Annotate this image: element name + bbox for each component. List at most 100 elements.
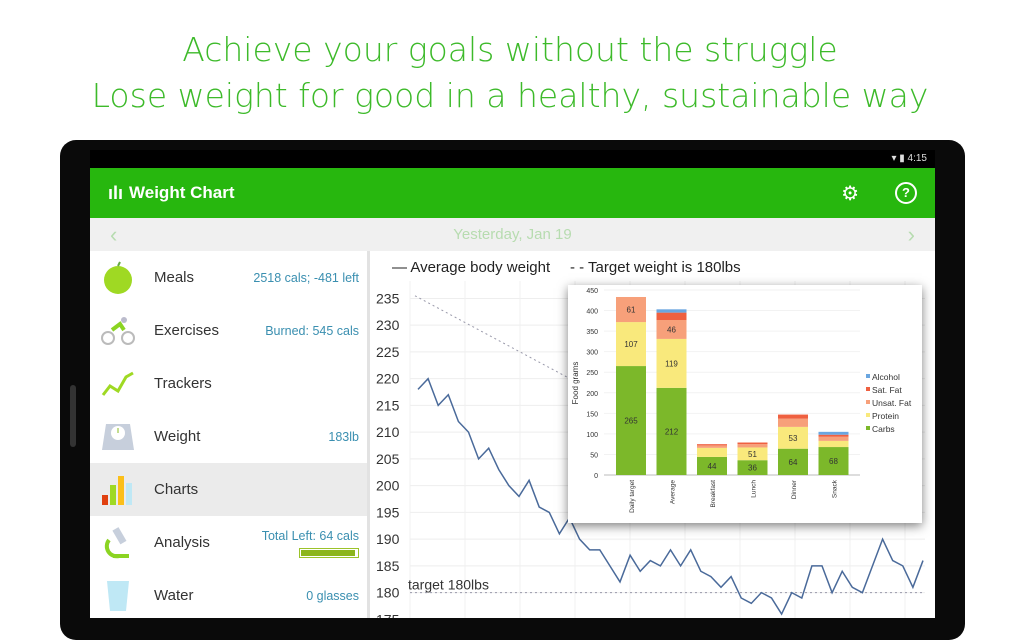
- sidebar-item-analysis[interactable]: Analysis Total Left: 64 cals: [90, 516, 367, 569]
- sidebar: Meals 2518 cals; -481 left Exercises Burned…: [90, 251, 370, 618]
- legend-label: Protein: [872, 411, 899, 421]
- calorie-progress-bar: [299, 548, 359, 558]
- sidebar-item-charts[interactable]: Charts: [90, 463, 367, 516]
- sidebar-item-value: Burned: 545 cals: [265, 323, 359, 338]
- bar-segment-sat-fat: [697, 444, 727, 446]
- y-tick-label: 250: [586, 370, 598, 377]
- nutrition-bar-chart: 0 50 100 150 200 250 300 350 400 450 Food grams 265…: [571, 288, 912, 513]
- app-screen: ▾ ▮ 4:15 ılı Weight Chart ⚙ ? ‹ Yesterda…: [90, 150, 935, 618]
- weight-series-line: [417, 377, 924, 616]
- data-label: 68: [829, 457, 838, 466]
- y-axis-label: Food grams: [571, 362, 580, 405]
- legend-average: — Average body weight: [392, 259, 551, 276]
- trend-icon: [100, 366, 136, 402]
- sidebar-item-meals[interactable]: Meals 2518 cals; -481 left: [90, 251, 367, 304]
- data-label: 44: [708, 462, 717, 471]
- microscope-icon: [100, 525, 136, 561]
- bar-segment-unsat-fat: [616, 296, 646, 323]
- legend-target: - - Target weight is 180lbs: [570, 259, 741, 276]
- y-tick-label: 180: [376, 585, 400, 601]
- y-tick-label: 215: [376, 397, 400, 413]
- y-tick-label: 400: [586, 309, 598, 316]
- sidebar-item-value: 183lb: [328, 429, 359, 444]
- bar-segment-carbs: [656, 387, 687, 475]
- y-tick-label: 200: [586, 391, 598, 398]
- bar-segment-alcohol: [656, 309, 687, 313]
- sidebar-item-weight[interactable]: Weight 183lb: [90, 410, 367, 463]
- legend-swatch: [866, 413, 870, 417]
- date-label: Yesterday, Jan 19: [453, 226, 572, 243]
- y-tick-label: 100: [586, 432, 598, 439]
- app-bar: ılı Weight Chart ⚙ ?: [90, 168, 935, 218]
- sidebar-item-water[interactable]: Water 0 glasses: [90, 569, 367, 618]
- data-label: 61: [627, 306, 636, 315]
- legend-label: Unsat. Fat: [872, 398, 912, 408]
- bar-segment-carbs: [697, 456, 727, 475]
- y-tick-label: 175: [376, 611, 400, 618]
- trend-line: [414, 295, 571, 380]
- x-tick-label: Breakfast: [710, 480, 717, 508]
- sidebar-item-label: Analysis: [154, 534, 210, 551]
- bar-segment-protein: [778, 426, 808, 449]
- bar-chart-icon: ılı: [108, 182, 124, 203]
- y-tick-label: 185: [376, 558, 400, 574]
- data-label: 119: [665, 359, 678, 368]
- sidebar-item-label: Exercises: [154, 322, 220, 339]
- legend-label: Carbs: [872, 424, 895, 434]
- data-label: 212: [665, 427, 679, 436]
- y-tick-label: 50: [590, 452, 598, 459]
- sidebar-item-trackers[interactable]: Trackers: [90, 357, 367, 410]
- data-label: 36: [748, 464, 757, 473]
- target-label: target 180lbs: [408, 577, 489, 593]
- y-tick-label: 350: [586, 329, 598, 336]
- y-tick-label: 210: [376, 424, 400, 440]
- status-time: 4:15: [907, 153, 927, 164]
- bar-segment-alcohol: [818, 431, 849, 435]
- sidebar-item-label: Weight: [154, 428, 201, 445]
- cyclist-icon: [100, 313, 136, 349]
- next-day-button[interactable]: ›: [907, 221, 915, 247]
- y-tick-label: 225: [376, 344, 400, 360]
- page-title: Weight Chart: [129, 183, 235, 202]
- bar-segment-protein: [616, 322, 646, 367]
- y-tick-label: 200: [376, 478, 400, 494]
- settings-icon[interactable]: ⚙: [841, 182, 859, 205]
- charts-icon: [100, 472, 136, 508]
- data-label: 107: [624, 340, 638, 349]
- data-label: 265: [624, 417, 638, 426]
- bar-segment-protein: [656, 338, 687, 388]
- bar-segment-unsat-fat: [697, 445, 727, 448]
- date-navigator: ‹ Yesterday, Jan 19 ›: [90, 218, 935, 251]
- y-tick-label: 235: [376, 290, 400, 306]
- bar-segment-carbs: [616, 366, 646, 475]
- y-tick-label: 450: [586, 288, 598, 295]
- sidebar-item-label: Water: [154, 587, 194, 604]
- sidebar-item-label: Trackers: [154, 375, 212, 392]
- y-tick-label: 190: [376, 531, 400, 547]
- legend-swatch: [866, 374, 870, 378]
- apple-icon: [100, 260, 136, 296]
- prev-day-button[interactable]: ‹: [110, 221, 118, 247]
- y-tick-label: 300: [586, 350, 598, 357]
- bar-segment-sat-fat: [818, 434, 849, 437]
- sidebar-item-value: Total Left: 64 cals: [261, 529, 359, 543]
- legend-swatch: [866, 387, 870, 391]
- y-tick-label: 0: [594, 473, 598, 480]
- legend-swatch: [866, 400, 870, 404]
- y-tick-label: 205: [376, 451, 400, 467]
- data-label: 51: [748, 450, 757, 459]
- sidebar-item-label: Charts: [154, 481, 199, 498]
- bar-segment-carbs: [737, 460, 768, 475]
- weight-chart: — Average body weight - - Target weight i…: [370, 251, 935, 618]
- sidebar-item-label: Meals: [154, 269, 195, 286]
- sidebar-item-exercises[interactable]: Exercises Burned: 545 cals: [90, 304, 367, 357]
- y-tick-label: 195: [376, 504, 400, 520]
- sidebar-item-value: 0 glasses: [306, 588, 359, 603]
- promo-subheadline: Lose weight for good in a healthy, susta…: [91, 76, 929, 115]
- tablet-button: [70, 385, 76, 447]
- legend-swatch: [866, 426, 870, 430]
- y-tick-label: 150: [586, 411, 598, 418]
- bar-segment-carbs: [818, 447, 849, 475]
- x-tick-label: Daily target: [629, 480, 636, 513]
- help-icon[interactable]: ?: [895, 182, 917, 204]
